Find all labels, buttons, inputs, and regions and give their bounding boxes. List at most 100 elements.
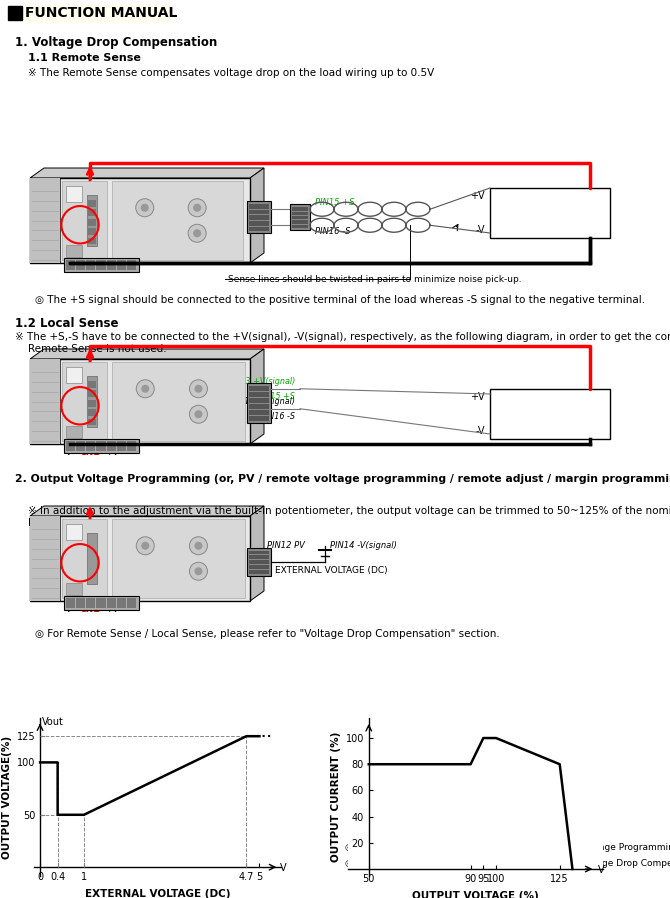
Polygon shape	[250, 349, 264, 444]
Bar	[62, 519, 107, 598]
Text: LOAD: LOAD	[533, 207, 567, 219]
Bar	[249, 386, 269, 391]
Text: -V: -V	[476, 426, 485, 436]
Bar	[66, 441, 75, 451]
Bar	[96, 260, 106, 270]
Bar	[249, 392, 269, 397]
Text: +V: +V	[105, 448, 119, 457]
Bar	[107, 598, 116, 608]
Bar	[249, 550, 269, 554]
Bar	[249, 221, 269, 225]
Text: +V: +V	[470, 392, 485, 402]
Bar	[249, 204, 269, 209]
Bar	[76, 441, 85, 451]
Bar	[86, 441, 95, 451]
Bar	[127, 598, 136, 608]
Bar	[23, 4, 171, 22]
Text: PIN13 +V(signal): PIN13 +V(signal)	[226, 377, 295, 386]
Text: PIN14 -V(signal): PIN14 -V(signal)	[330, 541, 397, 550]
Text: ◎ For Remote Sense / Local Sense, please refer to "Voltage Drop Compensation" se: ◎ For Remote Sense / Local Sense, please…	[345, 859, 670, 868]
Text: ◎ The rated current should change with the Output Voltage Programming accordingl: ◎ The rated current should change with t…	[345, 843, 670, 852]
Bar	[88, 381, 96, 388]
Polygon shape	[30, 506, 264, 516]
Bar	[112, 519, 245, 598]
Bar	[86, 598, 95, 608]
Bar	[249, 560, 269, 564]
Circle shape	[136, 380, 154, 398]
Bar	[249, 416, 269, 421]
Text: LOAD: LOAD	[533, 408, 567, 420]
Text: -V: -V	[64, 266, 73, 275]
Bar	[112, 362, 245, 441]
Bar	[88, 200, 96, 207]
Bar	[88, 219, 96, 225]
Text: V: V	[598, 866, 604, 876]
Bar	[88, 391, 96, 397]
Bar	[88, 409, 96, 416]
Bar	[87, 376, 97, 427]
Text: ◎ The +S signal should be connected to the positive terminal of the load whereas: ◎ The +S signal should be connected to t…	[35, 295, 645, 305]
Text: -V: -V	[64, 448, 73, 457]
Bar	[66, 426, 82, 438]
Circle shape	[194, 384, 202, 392]
Bar	[249, 555, 269, 559]
Circle shape	[141, 204, 149, 212]
Bar	[127, 260, 136, 270]
Text: -V: -V	[64, 605, 73, 614]
Bar	[88, 400, 96, 407]
Text: 1.2 Local Sense: 1.2 Local Sense	[15, 317, 119, 330]
Bar	[247, 548, 271, 576]
Text: -V: -V	[476, 225, 485, 235]
Y-axis label: OUTPUT CURRENT (%): OUTPUT CURRENT (%)	[332, 732, 342, 862]
Circle shape	[190, 562, 208, 580]
Text: CN1: CN1	[80, 266, 100, 275]
Polygon shape	[30, 168, 264, 178]
Bar	[62, 181, 107, 260]
Text: V: V	[280, 863, 287, 873]
Bar	[64, 258, 139, 272]
Bar	[86, 260, 95, 270]
Bar	[62, 362, 107, 441]
Text: PIN16 -S: PIN16 -S	[261, 412, 295, 421]
X-axis label: EXTERNAL VOLTAGE (DC): EXTERNAL VOLTAGE (DC)	[84, 889, 230, 898]
Bar	[88, 418, 96, 426]
Bar	[249, 404, 269, 409]
Text: CN1: CN1	[80, 605, 100, 614]
Text: PIN14 -V(signal): PIN14 -V(signal)	[231, 397, 295, 406]
Circle shape	[188, 224, 206, 242]
Bar	[66, 524, 82, 540]
X-axis label: OUTPUT VOLTAGE (%): OUTPUT VOLTAGE (%)	[412, 891, 539, 898]
Circle shape	[190, 537, 208, 555]
Text: Vout: Vout	[42, 717, 64, 726]
Bar	[249, 210, 269, 215]
Text: +V: +V	[470, 191, 485, 201]
Text: ※ The Remote Sense compensates voltage drop on the load wiring up to 0.5V: ※ The Remote Sense compensates voltage d…	[28, 68, 434, 78]
Bar	[30, 359, 60, 444]
Bar	[30, 359, 250, 444]
Bar	[66, 583, 82, 595]
Text: PIN12 PV: PIN12 PV	[267, 541, 305, 550]
Circle shape	[190, 405, 208, 423]
Bar	[292, 224, 308, 228]
Circle shape	[141, 541, 149, 550]
Bar	[96, 441, 106, 451]
Bar	[88, 237, 96, 244]
Bar	[290, 204, 310, 230]
Bar	[490, 389, 610, 439]
Bar	[292, 220, 308, 224]
Circle shape	[193, 229, 201, 237]
Bar	[107, 260, 116, 270]
Bar	[66, 367, 82, 383]
Text: PIN15 +S: PIN15 +S	[315, 198, 354, 207]
Bar	[112, 181, 243, 260]
Bar	[30, 178, 60, 263]
Circle shape	[188, 198, 206, 216]
Bar	[64, 596, 139, 610]
Text: 1.1 Remote Sense: 1.1 Remote Sense	[28, 53, 141, 63]
Bar	[107, 441, 116, 451]
Y-axis label: OUTPUT VOLTAGE(%): OUTPUT VOLTAGE(%)	[3, 735, 13, 858]
Bar	[249, 409, 269, 415]
Polygon shape	[250, 506, 264, 601]
Polygon shape	[250, 168, 264, 263]
Bar	[117, 598, 126, 608]
